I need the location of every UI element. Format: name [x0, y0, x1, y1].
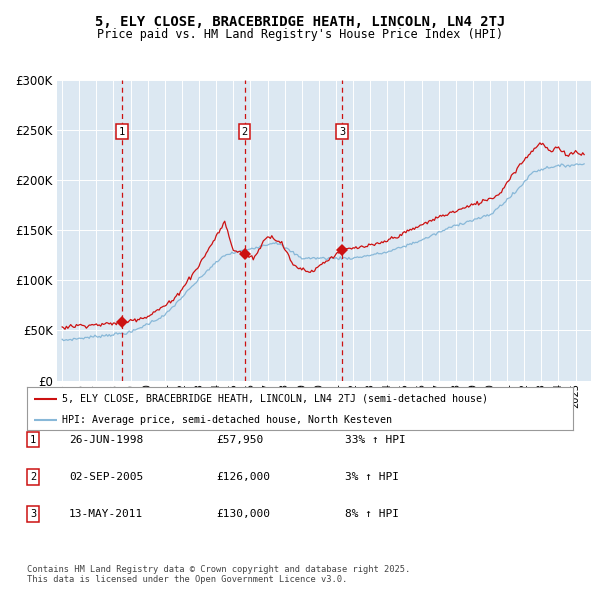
Text: 33% ↑ HPI: 33% ↑ HPI [345, 435, 406, 444]
Text: 5, ELY CLOSE, BRACEBRIDGE HEATH, LINCOLN, LN4 2TJ (semi-detached house): 5, ELY CLOSE, BRACEBRIDGE HEATH, LINCOLN… [62, 394, 488, 404]
Text: 26-JUN-1998: 26-JUN-1998 [69, 435, 143, 444]
Text: 3% ↑ HPI: 3% ↑ HPI [345, 472, 399, 481]
Text: 13-MAY-2011: 13-MAY-2011 [69, 509, 143, 519]
Text: 3: 3 [30, 509, 36, 519]
Text: 1: 1 [30, 435, 36, 444]
Text: 2: 2 [30, 472, 36, 481]
Text: 3: 3 [339, 127, 345, 137]
Text: £130,000: £130,000 [216, 509, 270, 519]
Text: 02-SEP-2005: 02-SEP-2005 [69, 472, 143, 481]
Text: 5, ELY CLOSE, BRACEBRIDGE HEATH, LINCOLN, LN4 2TJ: 5, ELY CLOSE, BRACEBRIDGE HEATH, LINCOLN… [95, 15, 505, 30]
Text: £126,000: £126,000 [216, 472, 270, 481]
Text: £57,950: £57,950 [216, 435, 263, 444]
Text: HPI: Average price, semi-detached house, North Kesteven: HPI: Average price, semi-detached house,… [62, 415, 392, 425]
Text: Contains HM Land Registry data © Crown copyright and database right 2025.
This d: Contains HM Land Registry data © Crown c… [27, 565, 410, 584]
Text: 2: 2 [242, 127, 248, 137]
Text: 1: 1 [119, 127, 125, 137]
Text: Price paid vs. HM Land Registry's House Price Index (HPI): Price paid vs. HM Land Registry's House … [97, 28, 503, 41]
Text: 8% ↑ HPI: 8% ↑ HPI [345, 509, 399, 519]
